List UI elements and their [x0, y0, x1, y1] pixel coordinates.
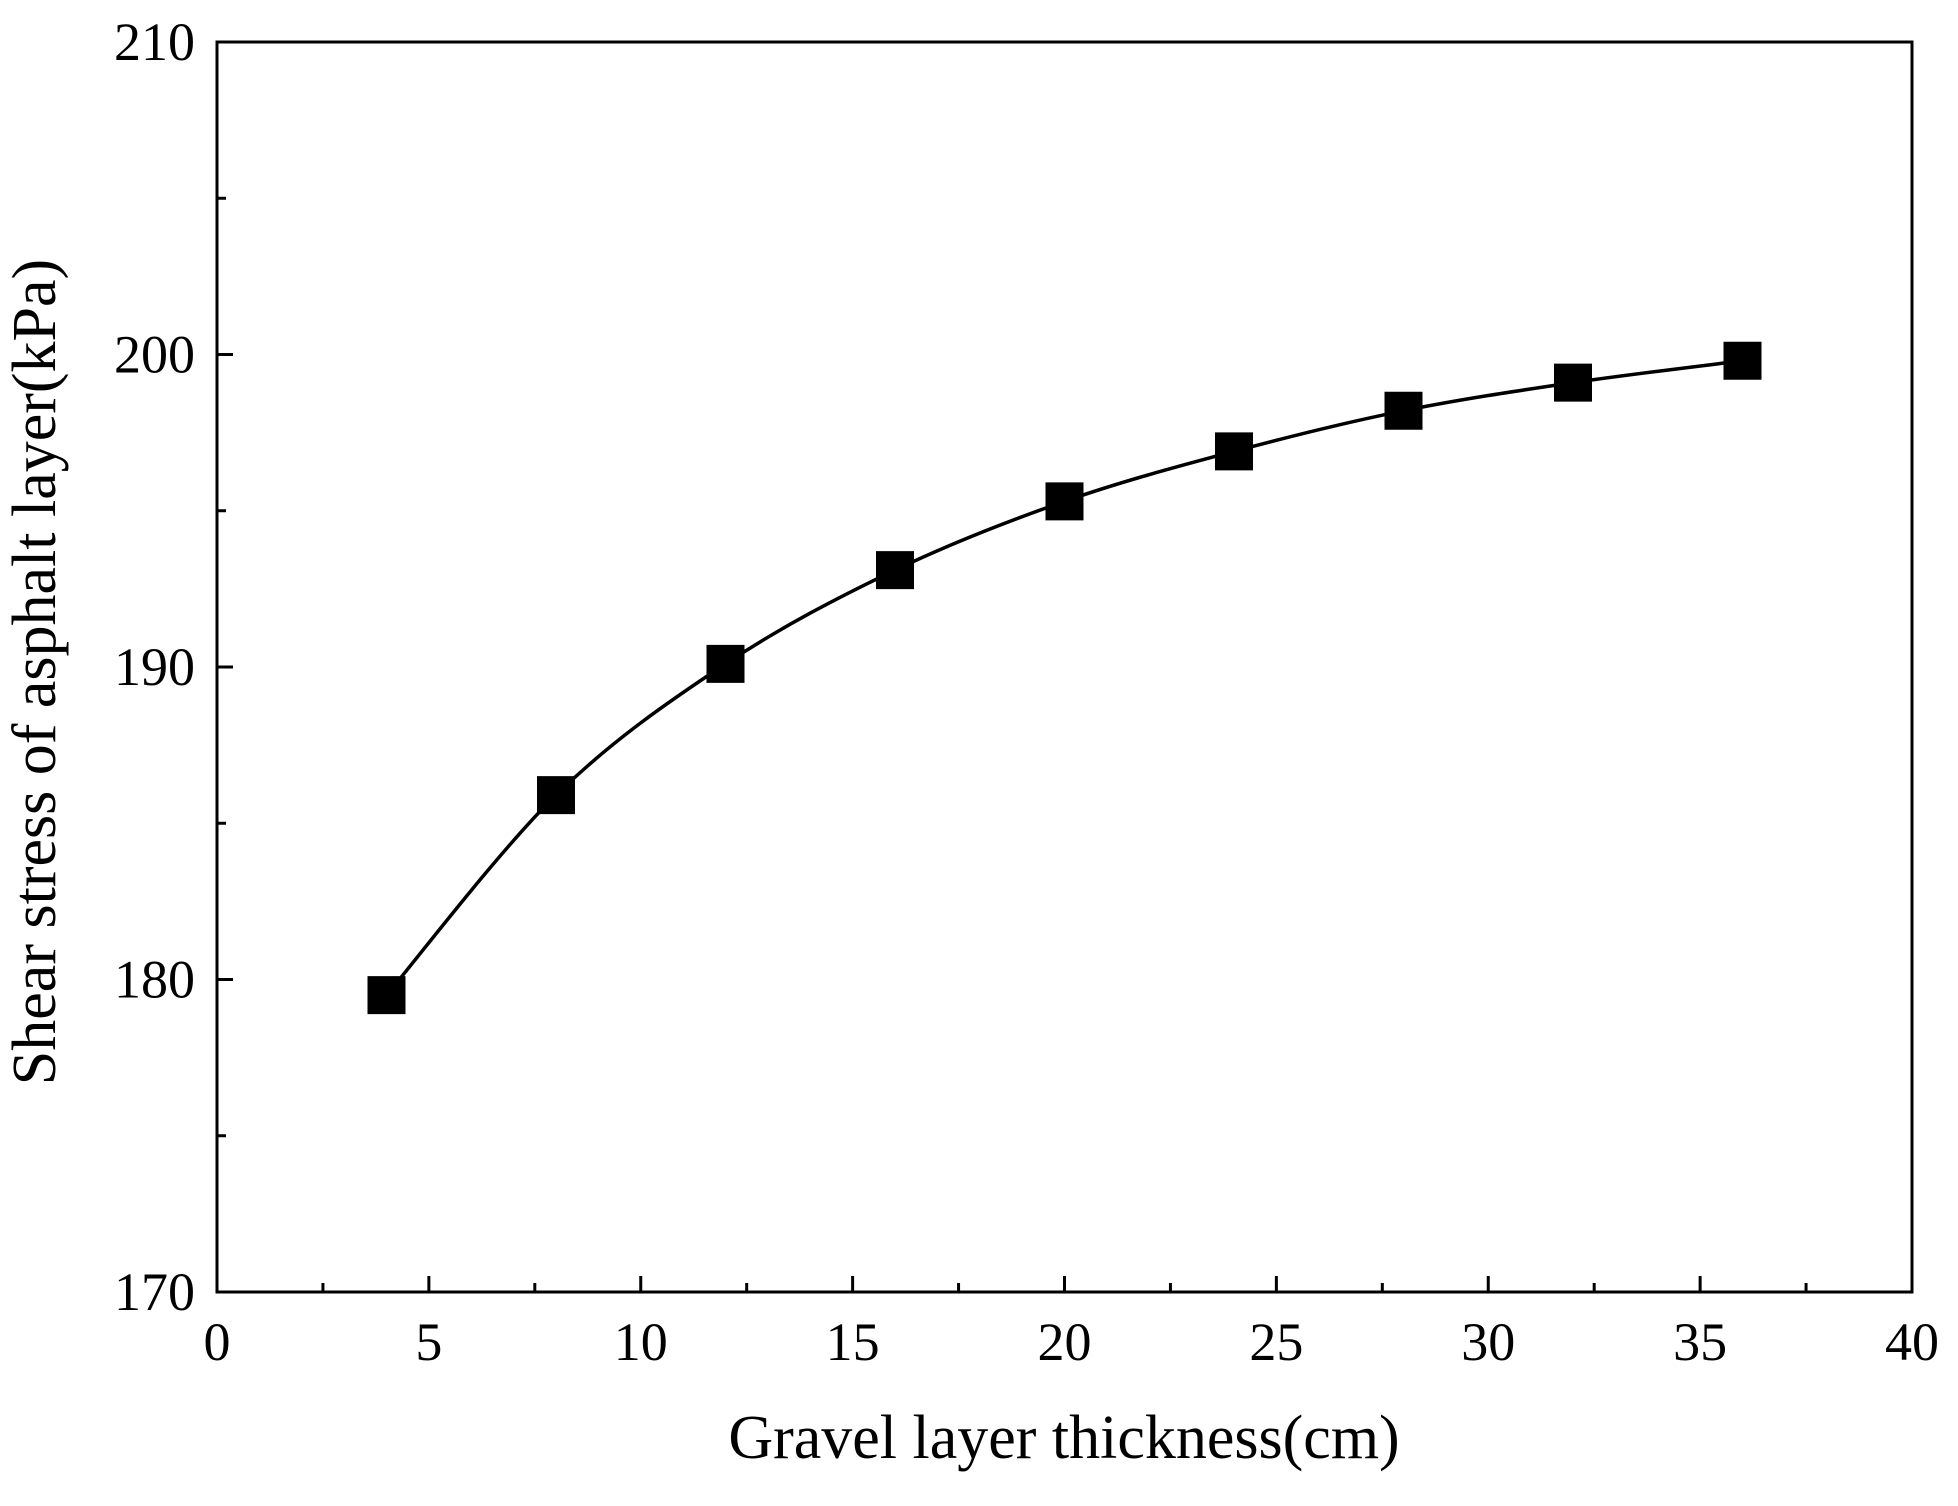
y-tick-label: 190 [114, 637, 195, 697]
data-series [367, 341, 1762, 1015]
y-axis-title: Shear stress of asphalt layer(kPa) [1, 259, 69, 1085]
series-line [385, 359, 1743, 997]
data-point-marker [1215, 432, 1253, 471]
y-axis-tick-labels: 170 180 190 200 210 [114, 12, 195, 1322]
x-tick-label: 35 [1673, 1312, 1727, 1372]
x-tick-label: 0 [204, 1312, 231, 1372]
plot-frame [215, 40, 1914, 1294]
x-tick-label: 30 [1461, 1312, 1515, 1372]
y-tick-label: 200 [114, 325, 195, 385]
data-point-marker [706, 644, 745, 683]
data-point-marker [537, 776, 575, 815]
data-point-marker [876, 551, 914, 590]
data-point-marker [1554, 363, 1592, 402]
data-point-marker [367, 976, 406, 1015]
x-tick-label: 25 [1249, 1312, 1303, 1372]
data-point-marker [1384, 391, 1423, 430]
plot-area-border [215, 40, 1914, 1294]
data-point-marker [1045, 482, 1084, 521]
x-tick-label: 15 [826, 1312, 880, 1372]
x-tick-label: 40 [1885, 1312, 1939, 1372]
y-tick-label: 210 [114, 12, 195, 72]
y-tick-label: 180 [114, 950, 195, 1010]
y-tick-label: 170 [114, 1262, 195, 1322]
data-point-marker [1723, 341, 1762, 380]
x-tick-label: 5 [415, 1312, 442, 1372]
x-tick-label: 20 [1038, 1312, 1092, 1372]
x-axis-tick-labels: 0 5 10 15 20 25 30 35 40 [204, 1312, 1940, 1372]
axis-ticks [215, 40, 1914, 1294]
x-axis-title: Gravel layer thickness(cm) [728, 1404, 1399, 1472]
x-tick-label: 10 [614, 1312, 668, 1372]
